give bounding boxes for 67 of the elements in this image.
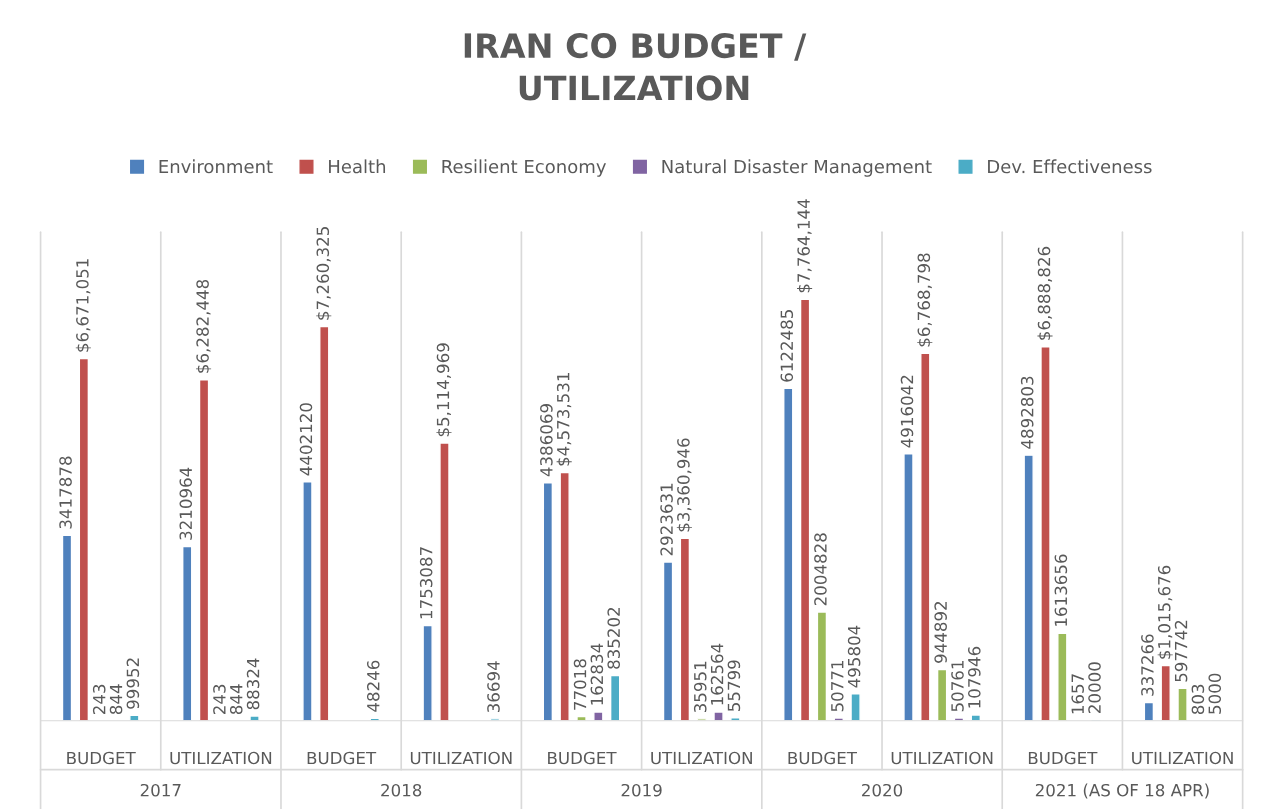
data-label: 35951	[693, 661, 707, 713]
text: 2020	[862, 783, 903, 797]
data-label: $5,114,969	[436, 343, 452, 437]
data-label: 50761	[951, 661, 964, 712]
data-label: 3417878	[59, 456, 72, 529]
data-label: 803	[1191, 684, 1205, 715]
data-label: 162834	[590, 643, 604, 705]
legend-label: Resilient Economy	[442, 159, 606, 177]
data-label: $6,888,826	[1037, 246, 1053, 340]
data-label: 20000	[1088, 662, 1101, 713]
data-label: 2923631	[660, 483, 673, 556]
data-label: 5000	[1208, 673, 1222, 714]
data-label: 36694	[487, 661, 500, 712]
x-tick-label: UTILIZATION	[410, 751, 512, 765]
text: 2019	[621, 783, 662, 797]
data-label: 88324	[246, 658, 260, 710]
data-label: 337266	[1141, 634, 1154, 696]
legend-label: Dev. Effectiveness	[988, 159, 1152, 174]
data-label: 4386069	[540, 404, 553, 477]
data-label: $6,768,798	[917, 253, 933, 347]
data-label: 944892	[934, 602, 947, 663]
legend-label: Health	[329, 159, 386, 174]
data-label: 50771	[830, 661, 844, 712]
x-tick-label: BUDGET	[307, 751, 377, 765]
data-label: 3210964	[179, 467, 193, 540]
x-tick-label: UTILIZATION	[170, 751, 272, 765]
data-label: $6,671,051	[75, 259, 91, 352]
data-label: $6,282,448	[195, 279, 212, 373]
x-tick-label: BUDGET	[67, 751, 136, 765]
data-label: 1753087	[419, 547, 433, 619]
text: 2021 (AS OF 18 APR)	[1035, 783, 1209, 799]
data-label: 243	[213, 684, 226, 715]
text: 2017	[140, 783, 181, 797]
text: 2018	[381, 783, 422, 797]
data-label: 55799	[727, 660, 741, 711]
legend-label: Environment	[159, 159, 273, 174]
data-label: 6122485	[780, 310, 794, 382]
data-label: 2004828	[814, 533, 827, 606]
data-label: 835202	[607, 607, 620, 669]
data-label: 4402120	[299, 403, 313, 476]
data-label: $3,360,946	[676, 438, 692, 532]
data-label: 844	[109, 684, 123, 715]
data-label: 1613656	[1054, 554, 1068, 626]
legend-label: Natural Disaster Management	[662, 159, 932, 177]
x-tick-label: UTILIZATION	[1132, 751, 1233, 765]
data-label: 1657	[1071, 674, 1084, 714]
x-tick-label: UTILIZATION	[651, 751, 752, 765]
chart-title: IRAN CO BUDGET / UTILIZATION	[464, 32, 807, 101]
data-label: $4,573,531	[556, 373, 572, 466]
data-label: 495804	[847, 625, 861, 688]
data-label: 4892803	[1020, 376, 1034, 449]
data-label: 107946	[968, 646, 981, 708]
data-label: $1,015,676	[1157, 565, 1173, 659]
data-label: 844	[229, 684, 243, 715]
data-label: 243	[92, 684, 106, 715]
x-tick-label: BUDGET	[1028, 751, 1098, 765]
data-label: 77018	[573, 659, 587, 710]
data-label: 597742	[1174, 620, 1188, 682]
data-label: 48246	[366, 660, 380, 712]
data-label: $7,260,325	[316, 227, 332, 320]
x-tick-label: BUDGET	[548, 751, 617, 765]
data-label: 4916042	[900, 375, 914, 448]
data-label: 99952	[126, 658, 140, 709]
x-tick-label: UTILIZATION	[891, 751, 993, 765]
data-label: 162564	[710, 643, 724, 705]
x-tick-label: BUDGET	[788, 751, 858, 765]
data-label: $7,764,144	[797, 199, 813, 293]
